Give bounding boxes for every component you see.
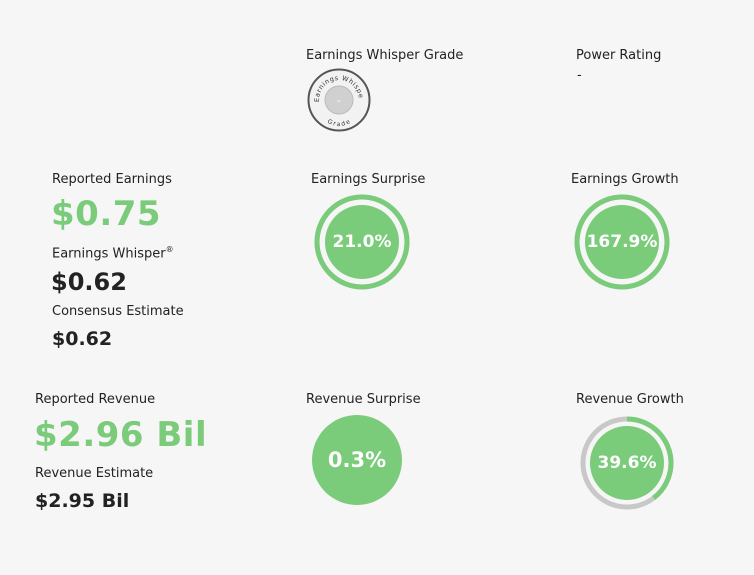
revenue-surprise-value: 0.3%: [327, 448, 387, 472]
reported-revenue-label: Reported Revenue: [35, 392, 156, 407]
registered-mark: ®: [165, 245, 174, 254]
revenue-growth-value: 39.6%: [597, 453, 657, 473]
consensus-estimate-value: $0.62: [52, 328, 113, 350]
grade-title: Earnings Whisper Grade: [306, 48, 464, 63]
earnings-surprise-ring: 21.0%: [314, 194, 410, 290]
earnings-growth-title: Earnings Growth: [571, 172, 679, 187]
earnings-growth-value: 167.9%: [586, 232, 658, 252]
earnings-whisper-label-text: Earnings Whisper: [52, 246, 166, 262]
earnings-whisper-value: $0.62: [51, 268, 127, 296]
reported-revenue-value: $2.96 Bil: [34, 415, 208, 455]
svg-text:Grade: Grade: [326, 118, 352, 128]
consensus-estimate-label: Consensus Estimate: [52, 304, 184, 319]
revenue-growth-title: Revenue Growth: [576, 392, 684, 407]
reported-earnings-value: $0.75: [51, 194, 162, 234]
revenue-estimate-value: $2.95 Bil: [35, 490, 130, 512]
earnings-surprise-title: Earnings Surprise: [311, 172, 426, 187]
power-rating-title: Power Rating: [576, 48, 662, 63]
revenue-surprise-title: Revenue Surprise: [306, 392, 421, 407]
grade-badge-bottom-text: Grade: [326, 118, 351, 128]
grade-value: -: [337, 94, 341, 107]
power-rating-value: -: [577, 68, 582, 83]
earnings-growth-ring: 167.9%: [574, 194, 670, 290]
revenue-estimate-label: Revenue Estimate: [35, 466, 154, 481]
earnings-whisper-label: Earnings Whisper®: [52, 245, 174, 261]
revenue-growth-ring: 39.6%: [580, 416, 674, 510]
revenue-surprise-ring: 0.3%: [312, 415, 402, 505]
grade-badge: Earnings Whisper Grade -: [305, 62, 371, 132]
earnings-surprise-value: 21.0%: [332, 232, 392, 252]
reported-earnings-label: Reported Earnings: [52, 172, 172, 187]
